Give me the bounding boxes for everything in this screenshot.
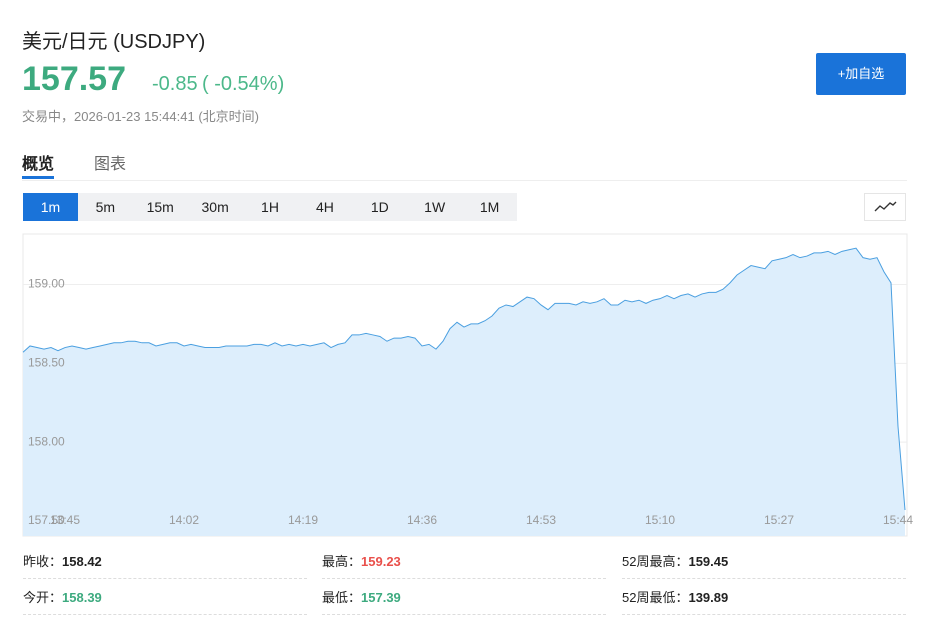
- stat-value: 158.42: [62, 554, 102, 569]
- tab[interactable]: 图表: [94, 156, 127, 173]
- stat-value: 159.45: [688, 554, 729, 569]
- x-tick-label: 15:44: [883, 513, 913, 527]
- x-tick-label: 13:45: [50, 513, 80, 527]
- line: [22, 247, 906, 511]
- x-tick-label: 14:53: [526, 513, 556, 527]
- y-tick-label: 157.50: [28, 513, 65, 527]
- stat-label: 昨收：: [23, 554, 63, 569]
- stat-divider: [622, 578, 906, 579]
- interval-button[interactable]: 1M: [479, 199, 500, 215]
- stat-value: 157.39: [361, 590, 401, 605]
- stat-divider: [622, 614, 906, 615]
- stat: 昨收：158.42: [23, 551, 102, 570]
- stat-divider: [322, 578, 606, 579]
- interval-button[interactable]: 15m: [146, 199, 174, 215]
- stat-label: 52周最低：: [622, 590, 689, 605]
- stat: 今开：158.39: [23, 587, 102, 606]
- stat-value: 159.23: [361, 554, 401, 569]
- stat-label: 最高：: [322, 554, 362, 569]
- add-watchlist-button[interactable]: +加自选: [816, 53, 906, 95]
- interval-button[interactable]: 30m: [201, 199, 229, 215]
- tab[interactable]: 概览: [22, 156, 55, 173]
- interval-bar: 1m 5m 15m 30m 1H 4H 1D 1W 1M: [23, 193, 517, 221]
- interval-button[interactable]: 4H: [315, 199, 334, 215]
- tab-indicator: [22, 176, 54, 179]
- x-tick-label: 15:27: [764, 513, 794, 527]
- y-tick-label: 159.00: [28, 277, 65, 291]
- interval-button[interactable]: 1m: [23, 193, 78, 221]
- stat-value: 139.89: [688, 590, 729, 605]
- stat: 最低：157.39: [322, 587, 401, 606]
- area: [23, 248, 905, 536]
- divider: [22, 180, 907, 181]
- y-tick-label: 158.50: [28, 355, 65, 369]
- stat-label: 最低：: [322, 590, 362, 605]
- stat-divider: [322, 614, 606, 615]
- stat: 52周最高：159.45: [622, 551, 728, 570]
- stat-divider: [23, 614, 307, 615]
- interval-button[interactable]: 1H: [261, 199, 279, 215]
- stat-divider: [23, 578, 307, 579]
- stat-label: 52周最高：: [622, 554, 689, 569]
- status: 交易中，2026-01-23 15:44:41 (北京时间): [22, 109, 259, 124]
- line-icon: [874, 201, 897, 212]
- stat-value: 158.39: [62, 590, 102, 605]
- x-tick-label: 15:10: [645, 513, 675, 527]
- stat: 52周最低：139.89: [622, 587, 728, 606]
- stat: 最高：159.23: [322, 551, 401, 570]
- stat-label: 今开：: [23, 590, 63, 605]
- interval-button[interactable]: 1W: [424, 199, 446, 215]
- y-tick-label: 158.00: [28, 434, 65, 448]
- chart-type-button[interactable]: [864, 193, 906, 221]
- price: 157.57: [22, 60, 126, 98]
- interval-button[interactable]: 5m: [95, 199, 116, 215]
- x-tick-label: 14:19: [288, 513, 318, 527]
- change: -0.85: [152, 73, 198, 95]
- x-tick-label: 14:36: [407, 513, 437, 527]
- change-percent: ( -0.54%): [202, 73, 285, 95]
- title: 美元/日元 (USDJPY): [22, 31, 206, 53]
- interval-button[interactable]: 1D: [370, 199, 389, 215]
- x-tick-label: 14:02: [169, 513, 199, 527]
